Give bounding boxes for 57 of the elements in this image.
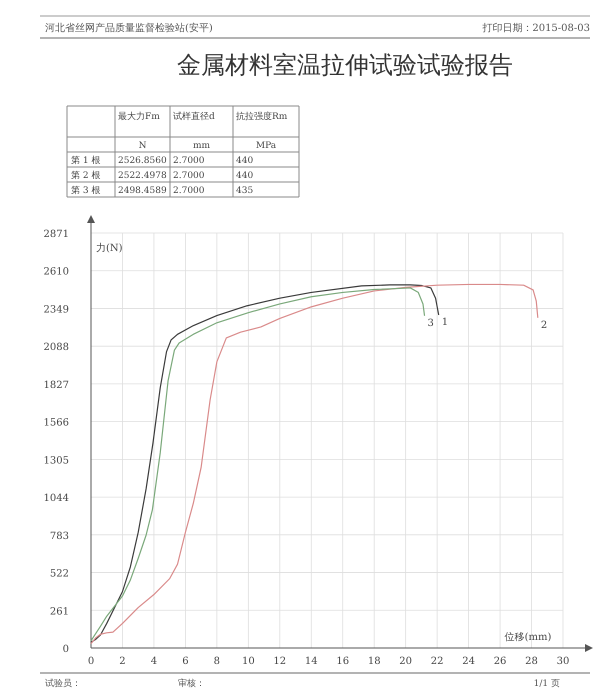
x-tick-label: 24 — [462, 656, 475, 667]
text: 2522.4978 — [118, 171, 167, 181]
text: 2.7000 — [173, 156, 205, 166]
y-tick-label: 783 — [50, 530, 69, 542]
text: 河北省丝网产品质量监督检验站(安平) — [45, 22, 213, 34]
y-tick-label: 2349 — [44, 304, 69, 316]
x-tick-label: 14 — [304, 656, 318, 667]
text: 435 — [236, 186, 254, 196]
x-tick-label: 28 — [525, 656, 538, 667]
y-tick-label: 2088 — [44, 342, 69, 354]
text: 最大力Fm — [118, 111, 160, 122]
annotation: 1 — [442, 316, 448, 328]
text: 440 — [236, 171, 254, 181]
text: 审核： — [178, 678, 205, 689]
y-tick-label: 2610 — [44, 266, 69, 278]
x-tick-label: 12 — [273, 656, 286, 667]
x-tick-label: 30 — [556, 656, 570, 667]
x-tick-label: 8 — [214, 656, 220, 667]
x-tick-label: 6 — [182, 656, 189, 667]
text: 2498.4589 — [118, 186, 167, 196]
x-tick-label: 2 — [119, 656, 126, 667]
text: 第 2 根 — [71, 170, 100, 181]
text: 试验员： — [45, 678, 81, 689]
text: 440 — [236, 156, 254, 166]
text: 2.7000 — [173, 186, 205, 196]
y-tick-label: 1566 — [44, 418, 69, 429]
text: 抗拉强度Rm — [236, 111, 288, 122]
x-tick-label: 10 — [242, 656, 255, 667]
y-tick-label: 1827 — [44, 380, 69, 391]
text: N — [138, 141, 147, 151]
x-tick-label: 16 — [336, 656, 350, 667]
text: mm — [192, 141, 210, 151]
text: 第 3 根 — [71, 185, 100, 196]
y-tick-label: 522 — [50, 568, 69, 580]
text: 1/1 页 — [534, 679, 560, 689]
x-tick-label: 4 — [150, 656, 158, 667]
y-tick-label: 1305 — [44, 455, 69, 466]
x-tick-label: 18 — [368, 656, 381, 667]
x-tick-label: 22 — [430, 656, 444, 667]
text: 2526.8560 — [118, 156, 167, 166]
annotation: 2 — [540, 320, 548, 331]
text: 打印日期：2015-08-03 — [481, 22, 590, 34]
text: 2.7000 — [173, 171, 205, 181]
y-tick-label: 0 — [62, 644, 69, 655]
y-tick-label: 261 — [50, 606, 69, 618]
chart-title: 金属材料室温拉伸试验试验报告 — [177, 51, 513, 79]
x-tick-label: 26 — [494, 656, 506, 667]
annotation: 3 — [428, 318, 434, 329]
text: MPa — [256, 141, 277, 151]
y-tick-label: 2871 — [44, 229, 69, 240]
x-tick-label: 0 — [88, 656, 94, 667]
x-axis-title: 位移(mm) — [504, 631, 552, 643]
text: 第 1 根 — [71, 155, 100, 166]
x-tick-label: 20 — [399, 656, 412, 667]
y-axis-title: 力(N) — [96, 242, 123, 254]
text: 试样直径d — [173, 111, 215, 122]
y-tick-label: 1044 — [44, 493, 69, 504]
